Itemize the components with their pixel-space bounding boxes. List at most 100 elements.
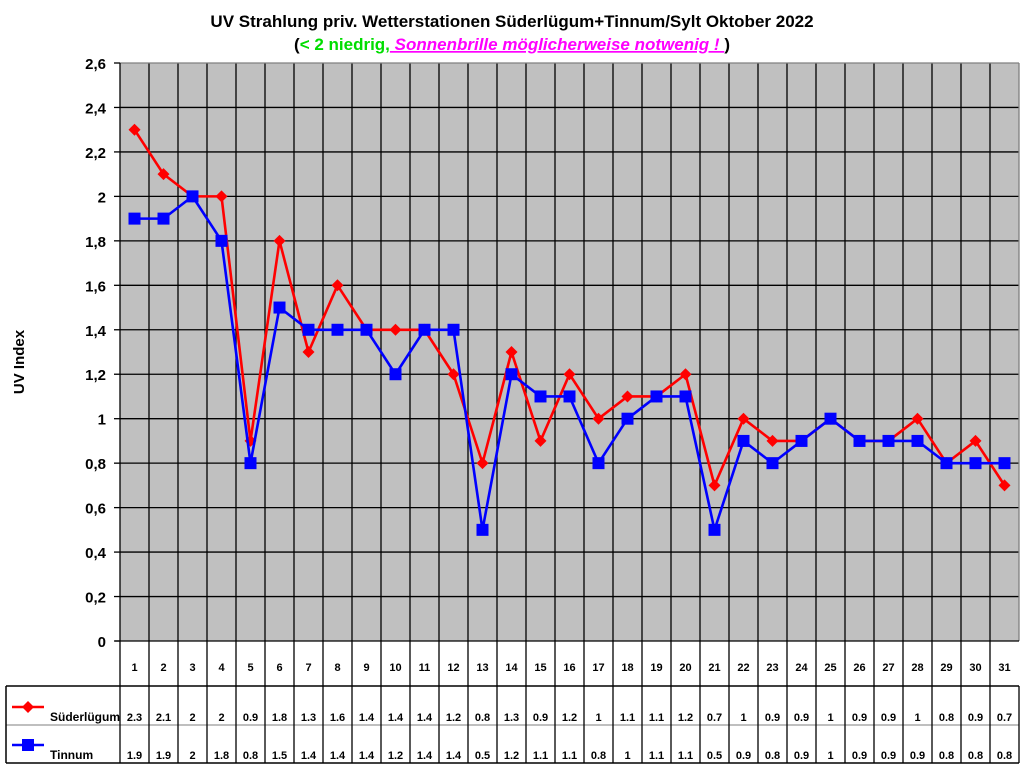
table-cell-value: 1.4 <box>417 750 433 762</box>
table-cell-value: 1.6 <box>330 712 345 724</box>
square-marker <box>302 323 315 336</box>
table-cell-value: 1.1 <box>649 750 664 762</box>
y-tick-label: 1 <box>98 412 106 429</box>
x-category-label: 5 <box>247 662 253 674</box>
square-marker <box>940 457 953 470</box>
square-marker <box>273 301 286 314</box>
legend-square-icon <box>22 739 34 751</box>
table-cell-value: 1 <box>624 750 630 762</box>
table-cell-value: 1.2 <box>562 712 577 724</box>
table-cell-value: 1 <box>827 750 833 762</box>
y-tick-label: 0,6 <box>85 501 106 518</box>
x-category-label: 21 <box>708 662 720 674</box>
diamond-marker <box>505 346 518 358</box>
x-category-label: 23 <box>766 662 778 674</box>
table-cell-value: 1 <box>914 712 920 724</box>
square-marker <box>389 368 402 381</box>
table-cell-value: 1.9 <box>156 750 171 762</box>
table-cell-value: 0.9 <box>881 712 896 724</box>
y-tick-label: 0 <box>98 634 106 651</box>
table-cell-value: 0.9 <box>765 712 780 724</box>
diamond-marker <box>215 190 228 203</box>
table-cell-value: 0.9 <box>852 750 867 762</box>
table-cell-value: 1.1 <box>649 712 664 724</box>
square-marker <box>360 323 373 336</box>
square-marker <box>186 190 199 203</box>
legend-label: Süderlügum <box>50 710 120 724</box>
square-marker <box>331 323 344 336</box>
x-category-label: 4 <box>218 662 225 674</box>
table-cell-value: 0.9 <box>736 750 751 762</box>
table-cell-value: 1 <box>595 712 601 724</box>
diamond-marker <box>592 412 605 425</box>
table-cell-value: 1.4 <box>417 712 433 724</box>
plot-area <box>120 63 1019 641</box>
x-category-label: 16 <box>563 662 575 674</box>
y-tick-label: 0,8 <box>85 456 106 473</box>
table-cell-value: 2.3 <box>127 712 142 724</box>
square-marker <box>534 390 547 403</box>
square-marker <box>998 457 1011 470</box>
table-cell-value: 1.4 <box>301 750 317 762</box>
square-marker <box>650 390 663 403</box>
x-category-label: 30 <box>969 662 981 674</box>
y-tick-label: 1,6 <box>85 278 106 295</box>
table-cell-value: 0.8 <box>243 750 258 762</box>
diamond-marker <box>708 479 721 492</box>
table-cell-value: 1.2 <box>504 750 519 762</box>
table-cell-value: 1.2 <box>446 712 461 724</box>
x-category-label: 22 <box>737 662 749 674</box>
y-axis-ticks: 0 0,2 0,4 0,6 0,8 1 1,2 1,4 1,6 1,8 2 2,2 2,4 2,6 <box>85 56 120 651</box>
y-axis-label: UV Index <box>11 329 28 394</box>
table-cell-value: 2 <box>218 712 224 724</box>
y-tick-label: 2,6 <box>85 56 106 73</box>
x-category-label: 8 <box>334 662 340 674</box>
square-marker <box>679 390 692 403</box>
x-category-label: 11 <box>419 662 431 674</box>
x-category-label: 9 <box>363 662 369 674</box>
x-category-label: 3 <box>189 662 195 674</box>
x-category-label: 6 <box>276 662 282 674</box>
subtitle-warning-text: Sonnenbrille möglicherweise notwenig ! <box>390 35 724 54</box>
diamond-marker <box>447 368 460 381</box>
x-category-label: 26 <box>853 662 865 674</box>
table-cell-value: 1.3 <box>504 712 519 724</box>
chart-subtitle: (< 2 niedrig, Sonnenbrille möglicherweis… <box>294 35 730 54</box>
table-cell-value: 1 <box>740 712 746 724</box>
y-tick-label: 0,4 <box>85 545 107 562</box>
diamond-marker <box>534 434 547 447</box>
square-marker <box>215 234 228 247</box>
diamond-marker <box>766 434 779 447</box>
table-cell-value: 0.8 <box>939 750 954 762</box>
square-marker <box>592 457 605 470</box>
table-cell-value: 2 <box>189 712 195 724</box>
square-marker <box>708 523 721 536</box>
square-marker <box>128 212 141 225</box>
table-cell-value: 0.5 <box>475 750 490 762</box>
x-category-label: 18 <box>621 662 633 674</box>
x-category-label: 12 <box>447 662 459 674</box>
square-marker <box>853 434 866 447</box>
square-marker <box>418 323 431 336</box>
table-cell-value: 0.8 <box>765 750 780 762</box>
legend: Süderlügum Tinnum <box>12 701 120 762</box>
x-category-label: 10 <box>389 662 401 674</box>
diamond-marker <box>302 346 315 358</box>
table-cell-value: 0.9 <box>968 712 983 724</box>
table-cell-value: 2 <box>189 750 195 762</box>
table-cell-value: 1 <box>827 712 833 724</box>
y-tick-label: 1,2 <box>85 367 106 384</box>
y-tick-label: 1,8 <box>85 234 106 251</box>
x-category-label: 1 <box>131 662 137 674</box>
y-tick-label: 2,4 <box>85 100 107 117</box>
table-cell-value: 1.2 <box>678 712 693 724</box>
subtitle-open-paren: ( <box>294 35 300 54</box>
table-cell-value: 0.8 <box>997 750 1012 762</box>
table-cell-value: 0.9 <box>533 712 548 724</box>
diamond-marker <box>737 412 750 425</box>
square-marker <box>157 212 170 225</box>
square-marker <box>476 523 489 536</box>
subtitle-low-text: < 2 niedrig, <box>300 35 390 54</box>
table-cell-value: 0.9 <box>910 750 925 762</box>
table-cell-value: 0.9 <box>881 750 896 762</box>
